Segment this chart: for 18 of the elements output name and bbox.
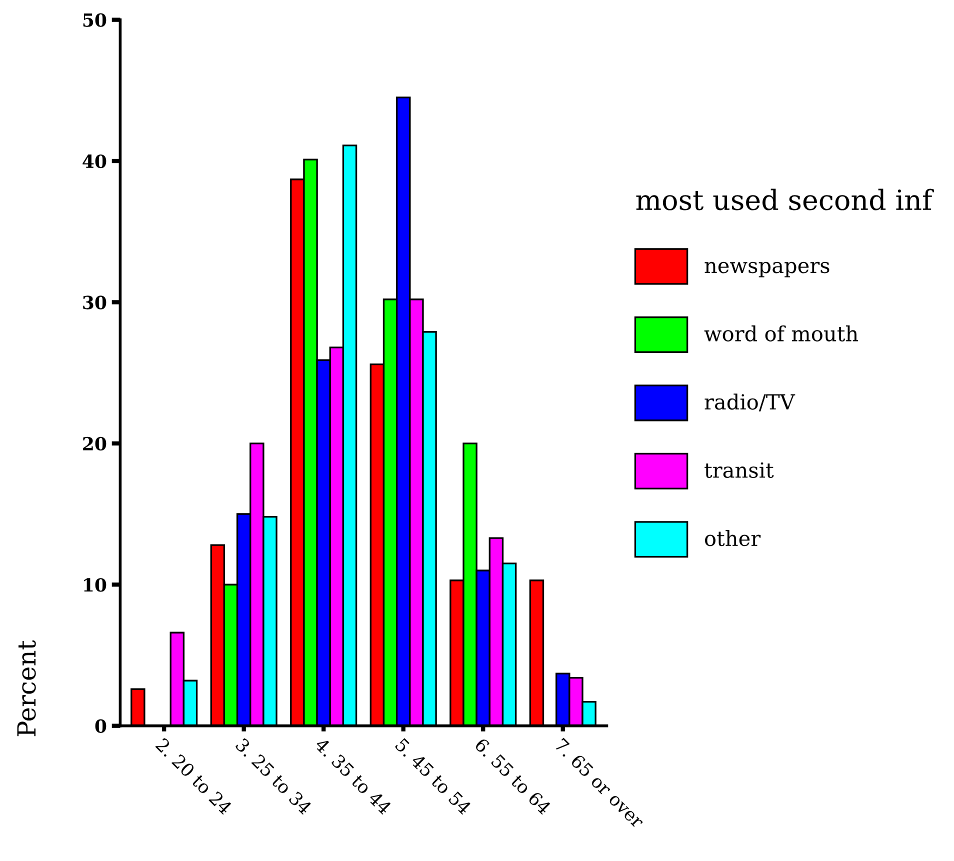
y-axis-title: Percent	[17, 640, 36, 736]
y-tick-label: 50	[83, 13, 106, 27]
y-tick-label: 10	[84, 578, 106, 592]
x-tick-label: 5. 45 to 54	[394, 738, 472, 816]
legend-label: newspapers	[704, 262, 830, 278]
y-tick-label: 40	[82, 154, 106, 168]
legend-title: most used second inf	[636, 188, 934, 210]
legend-label: transit	[704, 462, 774, 478]
y-tick-label: 30	[83, 296, 106, 310]
legend-label: radio/TV	[704, 394, 796, 412]
legend-label: word of mouth	[704, 325, 858, 342]
legend-label: other	[705, 530, 761, 546]
x-tick-label: 6. 55 to 64	[474, 737, 552, 816]
y-tick-label: 0	[95, 719, 106, 733]
x-tick-label: 2. 20 to 24	[155, 737, 233, 816]
x-tick-label: 4. 35 to 44	[314, 736, 392, 816]
x-tick-label: 3. 25 to 34	[234, 737, 313, 816]
y-tick-label: 20	[83, 436, 106, 451]
